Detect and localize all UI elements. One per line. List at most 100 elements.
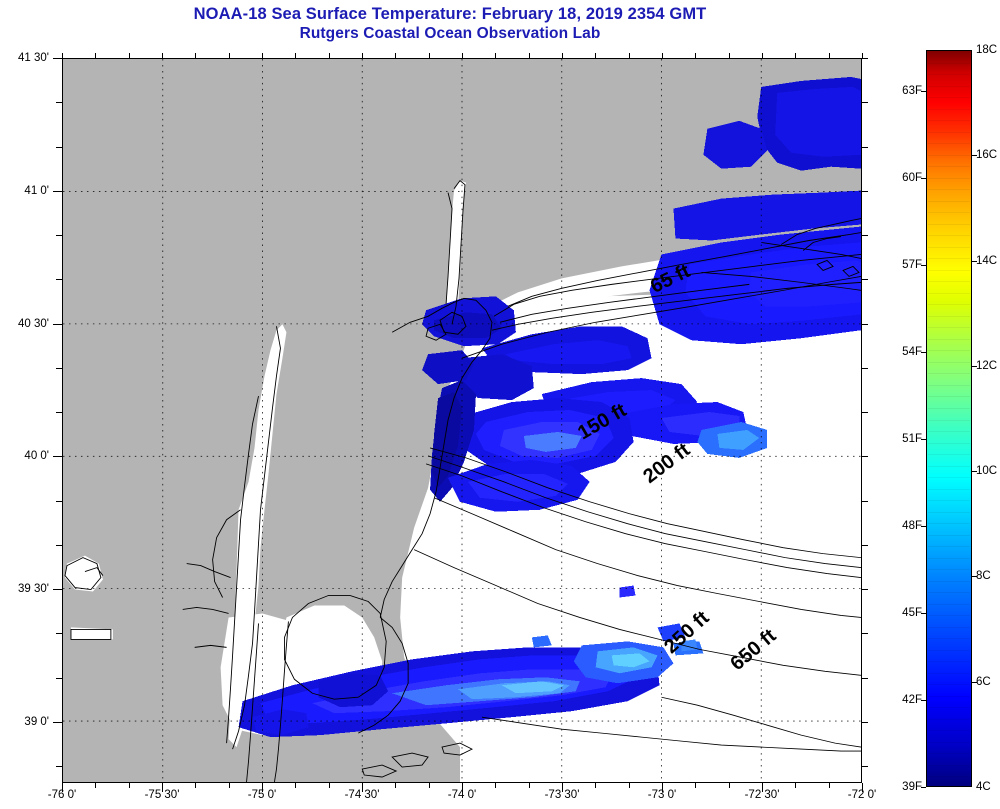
colorbar-band	[928, 465, 970, 467]
x-tick-minor	[662, 783, 663, 788]
y-tick-minor	[56, 766, 62, 768]
y-tick-minor-right	[862, 633, 868, 635]
x-tick-minor-top	[828, 53, 830, 58]
colorbar-band	[928, 407, 970, 409]
y-tick-minor	[56, 721, 62, 723]
colorbar-label-fahrenheit: 45F	[902, 606, 922, 619]
y-tick-minor-right	[862, 589, 868, 591]
y-tick-minor	[56, 633, 62, 635]
x-tick-minor-top	[62, 53, 63, 58]
colorbar-label-fahrenheit: 48F	[902, 519, 922, 532]
colorbar-band	[928, 649, 970, 651]
colorbar-tick-f	[921, 438, 926, 440]
y-tick-minor-right	[862, 766, 868, 768]
y-tick-minor	[56, 102, 62, 104]
y-tick-minor-right	[862, 279, 868, 281]
colorbar-label-fahrenheit: 51F	[902, 432, 922, 445]
y-tick-minor-right	[862, 146, 868, 148]
colorbar-band	[928, 338, 970, 340]
colorbar-band	[928, 603, 970, 605]
colorbar-band	[928, 431, 970, 433]
x-tick-minor	[528, 783, 530, 788]
colorbar-label-fahrenheit: 39F	[902, 781, 922, 793]
colorbar-band	[928, 741, 970, 743]
x-tick-label: -75 30'	[144, 789, 180, 801]
temperature-colorbar[interactable]: 39F 42F 45F 48F 51F 54F 57F 60F 63F 4C 6C 8C 10C 12C 1…	[902, 44, 997, 793]
y-tick-minor	[56, 677, 62, 679]
x-tick-minor-top	[128, 53, 130, 58]
colorbar-band	[928, 235, 970, 237]
x-tick-minor-top	[562, 53, 563, 58]
x-tick-minor	[862, 783, 863, 788]
colorbar-band	[928, 672, 970, 674]
colorbar-label-celsius: 6C	[976, 675, 991, 688]
x-tick-minor	[828, 783, 830, 788]
colorbar-label-celsius: 8C	[976, 570, 991, 583]
colorbar-band	[928, 373, 970, 375]
colorbar-band	[928, 592, 970, 594]
y-tick-minor-right	[862, 544, 868, 546]
x-tick-minor-top	[428, 53, 430, 58]
y-tick-minor	[56, 58, 62, 59]
y-tick-label: 41 0'	[24, 184, 49, 197]
colorbar-label-celsius: 12C	[976, 359, 998, 372]
x-tick-minor	[395, 783, 397, 788]
colorbar-tick-f	[921, 787, 926, 788]
colorbar-band	[928, 546, 970, 548]
colorbar-tick-f	[921, 177, 926, 179]
x-tick-minor-top	[195, 53, 197, 58]
colorbar-band	[928, 534, 970, 536]
x-tick-minor	[195, 783, 197, 788]
x-tick-label: -73 0'	[647, 789, 677, 801]
x-tick-minor	[462, 783, 463, 788]
colorbar-label-fahrenheit: 42F	[902, 693, 922, 706]
colorbar-label-celsius: 4C	[976, 781, 991, 793]
y-tick-minor-right	[862, 500, 868, 502]
x-tick-minor-top	[595, 53, 597, 58]
colorbar-band	[928, 384, 970, 386]
colorbar-band	[928, 246, 970, 248]
x-tick-minor-top	[662, 53, 663, 58]
x-tick-minor	[295, 783, 297, 788]
x-tick-minor-top	[628, 53, 630, 58]
colorbar-band	[928, 315, 970, 317]
colorbar-band	[928, 695, 970, 697]
sst-map-plot[interactable]: 65 ft 150 ft 200 ft 250 ft 650 ft	[62, 58, 862, 783]
x-tick-minor	[362, 783, 363, 788]
colorbar-tick-c	[972, 155, 977, 157]
x-tick-minor	[795, 783, 797, 788]
x-tick-minor	[128, 783, 130, 788]
colorbar-band	[928, 166, 970, 168]
depth-contour-layer	[413, 242, 861, 752]
colorbar-tick-c	[972, 576, 977, 578]
x-tick-minor-top	[395, 53, 397, 58]
colorbar-band	[928, 500, 970, 502]
x-tick-label: -73 30'	[544, 789, 580, 801]
colorbar-band	[928, 154, 970, 156]
y-tick-minor	[56, 456, 62, 458]
colorbar-tick-f	[921, 699, 926, 701]
x-tick-minor-top	[528, 53, 530, 58]
colorbar-band	[928, 488, 970, 490]
colorbar-label-fahrenheit: 57F	[902, 258, 922, 271]
x-tick-minor-top	[695, 53, 697, 58]
colorbar-tick-f	[921, 264, 926, 266]
colorbar-label-celsius: 14C	[976, 254, 998, 267]
x-tick-label: -72 0'	[847, 789, 877, 801]
colorbar-tick-c	[972, 365, 977, 367]
colorbar-band	[928, 281, 970, 283]
x-tick-minor-top	[95, 53, 97, 58]
colorbar-band	[928, 292, 970, 294]
x-tick-minor-top	[162, 53, 163, 58]
x-tick-minor	[262, 783, 263, 788]
y-tick-minor-right	[862, 367, 868, 369]
y-tick-minor-right	[862, 721, 868, 723]
grid-layer	[63, 59, 861, 782]
colorbar-label-fahrenheit: 63F	[902, 84, 922, 97]
colorbar-band	[928, 730, 970, 732]
colorbar-band	[928, 304, 970, 306]
colorbar-band	[928, 350, 970, 352]
x-tick-label: -72 30'	[744, 789, 780, 801]
x-tick-minor	[95, 783, 97, 788]
